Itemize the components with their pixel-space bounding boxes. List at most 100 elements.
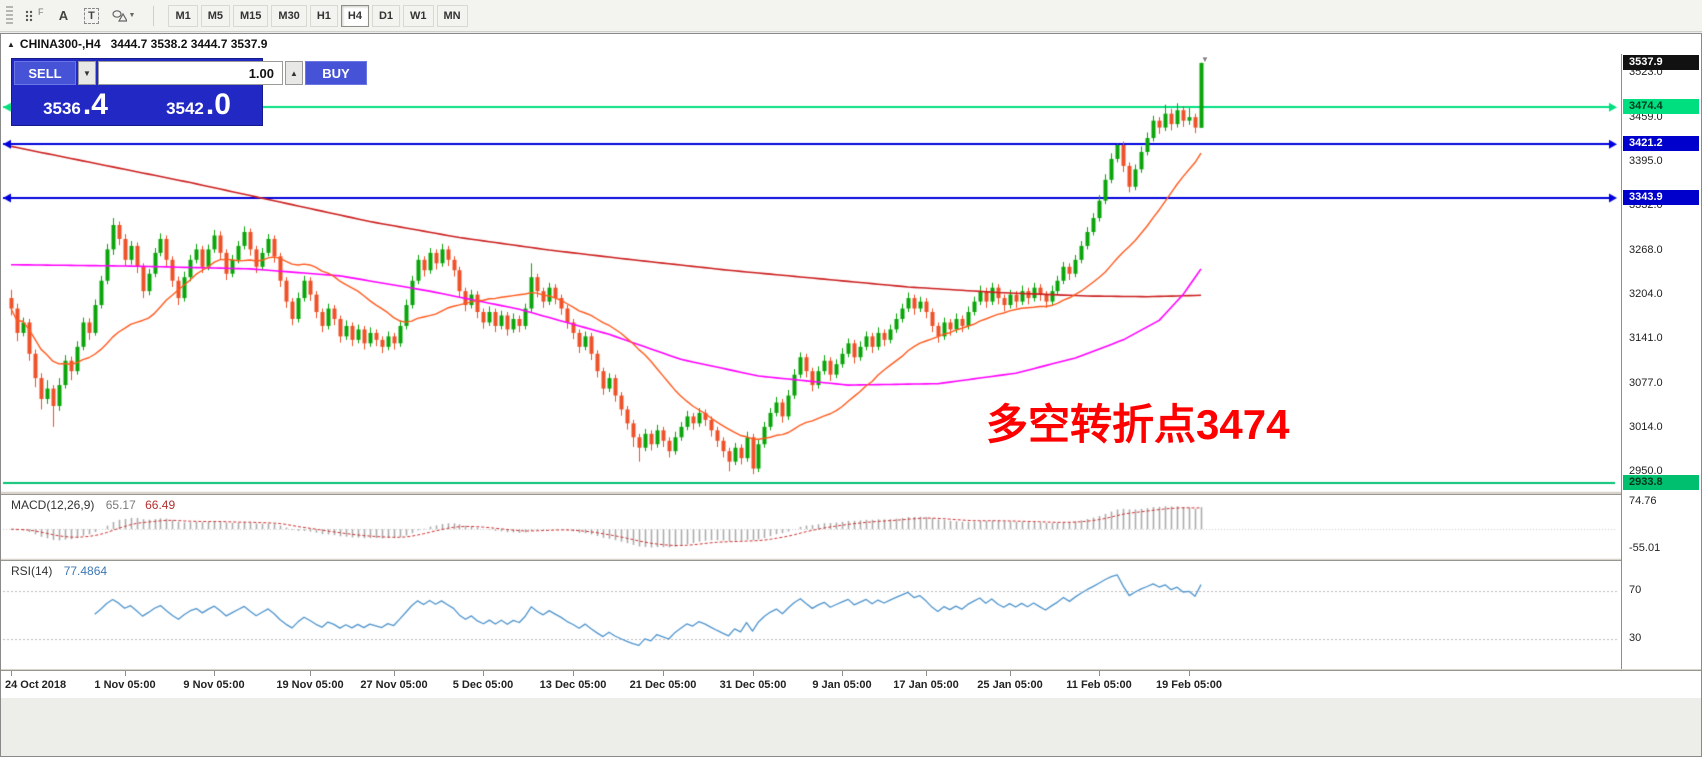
price-tag: 2933.8: [1623, 475, 1699, 491]
time-tick-mark: [573, 671, 574, 676]
time-axis[interactable]: 24 Oct 2018 1 Nov 05:00 9 Nov 05:00 19 Nov …: [1, 671, 1701, 698]
price-axis[interactable]: 3523.0 3459.0 3395.0 3332.0 3268.0 3204.0 3141…: [1621, 54, 1701, 669]
price-tick-label: 3014.0: [1629, 420, 1663, 433]
chevron-down-icon: ▼: [128, 12, 136, 19]
timeframe-button-m5[interactable]: M5: [200, 4, 230, 27]
label-tool-button[interactable]: T: [80, 4, 104, 28]
buy-price: 3542 .0: [137, 85, 260, 123]
toolbar-grip[interactable]: [6, 5, 13, 26]
time-tick-label: 31 Dec 05:00: [719, 679, 787, 691]
price-tag: 3537.9: [1623, 54, 1699, 70]
price-tick-label: 3204.0: [1629, 288, 1663, 301]
time-tick-label: 19 Nov 05:00: [276, 679, 344, 691]
buy-button[interactable]: BUY: [305, 61, 367, 85]
price-tick-label: 3268.0: [1629, 243, 1663, 256]
timeframe-button-h1[interactable]: H1: [309, 4, 338, 27]
buy-price-pip: .0: [205, 88, 231, 121]
shapes-icon: [111, 10, 127, 22]
time-tick-mark: [11, 671, 12, 676]
timeframe-button-m30[interactable]: M30: [271, 4, 307, 27]
main-chart-canvas[interactable]: [1, 54, 1621, 491]
time-tick-label: 27 Nov 05:00: [360, 679, 428, 691]
price-tag: 3421.2: [1623, 136, 1699, 152]
triangle-down-icon: ▼: [83, 68, 91, 78]
sell-button[interactable]: SELL: [14, 61, 76, 85]
price-tick-label: 2950.0: [1629, 465, 1663, 478]
sell-price-base: 3536: [43, 99, 81, 118]
pointer-grid-tool-button[interactable]: F: [21, 4, 48, 28]
price-tick-label: 3395.0: [1629, 155, 1663, 168]
time-axis-border: [1, 669, 1701, 671]
timeframe-button-mn[interactable]: MN: [436, 4, 468, 27]
buy-price-base: 3542: [166, 99, 204, 118]
timeframe-group: M1 M5 M15 M30 H1 H4 D1 W1 MN: [168, 4, 468, 27]
time-tick-label: 11 Feb 05:00: [1066, 679, 1132, 691]
price-tag: 3343.9: [1623, 189, 1699, 205]
rsi-scale-label: 70: [1629, 584, 1642, 596]
panel-splitter[interactable]: [1, 491, 1701, 495]
time-tick-mark: [1010, 671, 1011, 676]
text-tool-a-icon: A: [58, 8, 69, 23]
macd-scale-label: 74.76: [1629, 495, 1657, 508]
volume-down-button[interactable]: ▼: [78, 61, 96, 85]
time-tick-mark: [483, 671, 484, 676]
price-tick-label: 3141.0: [1629, 332, 1663, 345]
price-tag: 3474.4: [1623, 99, 1699, 115]
time-tick-mark: [1099, 671, 1100, 676]
window-bottom-filler: [1, 698, 1701, 756]
time-tick-label: 13 Dec 05:00: [539, 679, 607, 691]
sell-price-pip: .4: [82, 88, 108, 121]
time-tick-mark: [310, 671, 311, 676]
timeframe-button-h4[interactable]: H4: [340, 4, 369, 27]
chart-symbol-title: CHINA300-,H4: [19, 37, 101, 51]
dots-grid-icon: [25, 10, 33, 21]
price-tick-label: 3077.0: [1629, 376, 1663, 389]
sell-price: 3536 .4: [14, 85, 137, 123]
time-tick-mark: [125, 671, 126, 676]
time-tick-mark: [753, 671, 754, 676]
chart-ohlc-values: 3444.7 3538.2 3444.7 3537.9: [110, 37, 268, 51]
macd-main-value: 65.17: [105, 498, 136, 512]
toolbar: F A T ▼ M1 M5 M15 M30 H1 H4 D1 W1 MN: [0, 0, 1702, 32]
text-tool-button[interactable]: A: [52, 4, 76, 28]
panel-splitter[interactable]: [1, 558, 1701, 561]
macd-canvas[interactable]: [1, 495, 1621, 558]
chart-shift-marker[interactable]: ▼: [1201, 55, 1209, 64]
rsi-label: RSI(14): [11, 564, 53, 578]
time-tick-label: 24 Oct 2018: [5, 679, 67, 691]
time-tick-mark: [926, 671, 927, 676]
rsi-canvas[interactable]: [1, 561, 1621, 669]
rsi-scale-label: 30: [1629, 632, 1642, 644]
triangle-up-icon: ▲: [290, 68, 298, 78]
timeframe-button-d1[interactable]: D1: [371, 4, 400, 27]
timeframe-button-m1[interactable]: M1: [168, 4, 198, 27]
volume-up-button[interactable]: ▲: [285, 61, 303, 85]
time-tick-mark: [1189, 671, 1190, 676]
timeframe-button-m15[interactable]: M15: [233, 4, 269, 27]
shapes-tool-button[interactable]: ▼: [108, 4, 140, 28]
timeframe-button-w1[interactable]: W1: [403, 4, 434, 27]
time-tick-label: 9 Jan 05:00: [812, 679, 872, 691]
volume-input[interactable]: [98, 61, 283, 85]
rsi-panel-label: RSI(14) 77.4864: [11, 564, 107, 578]
chart-title-bar: ▲ CHINA300-,H4 3444.7 3538.2 3444.7 3537…: [1, 34, 1701, 54]
chart-expand-icon: ▲: [7, 39, 15, 49]
time-tick-label: 9 Nov 05:00: [183, 679, 245, 691]
rsi-value: 77.4864: [63, 564, 108, 578]
time-tick-mark: [842, 671, 843, 676]
time-tick-label: 1 Nov 05:00: [94, 679, 156, 691]
macd-panel-label: MACD(12,26,9) 65.17 66.49: [11, 498, 175, 512]
time-tick-label: 21 Dec 05:00: [629, 679, 697, 691]
chart-annotation[interactable]: 多空转折点3474: [986, 401, 1290, 448]
macd-signal-value: 66.49: [145, 498, 176, 512]
time-tick-label: 5 Dec 05:00: [452, 679, 514, 691]
grid-tool-label: F: [38, 6, 44, 17]
chart-window: ▲ CHINA300-,H4 3444.7 3538.2 3444.7 3537…: [0, 33, 1702, 757]
text-label-t-icon: T: [84, 7, 99, 24]
time-tick-mark: [214, 671, 215, 676]
time-tick-mark: [394, 671, 395, 676]
time-tick-label: 17 Jan 05:00: [893, 679, 959, 691]
time-tick-label: 25 Jan 05:00: [977, 679, 1043, 691]
time-tick-label: 19 Feb 05:00: [1155, 679, 1223, 691]
